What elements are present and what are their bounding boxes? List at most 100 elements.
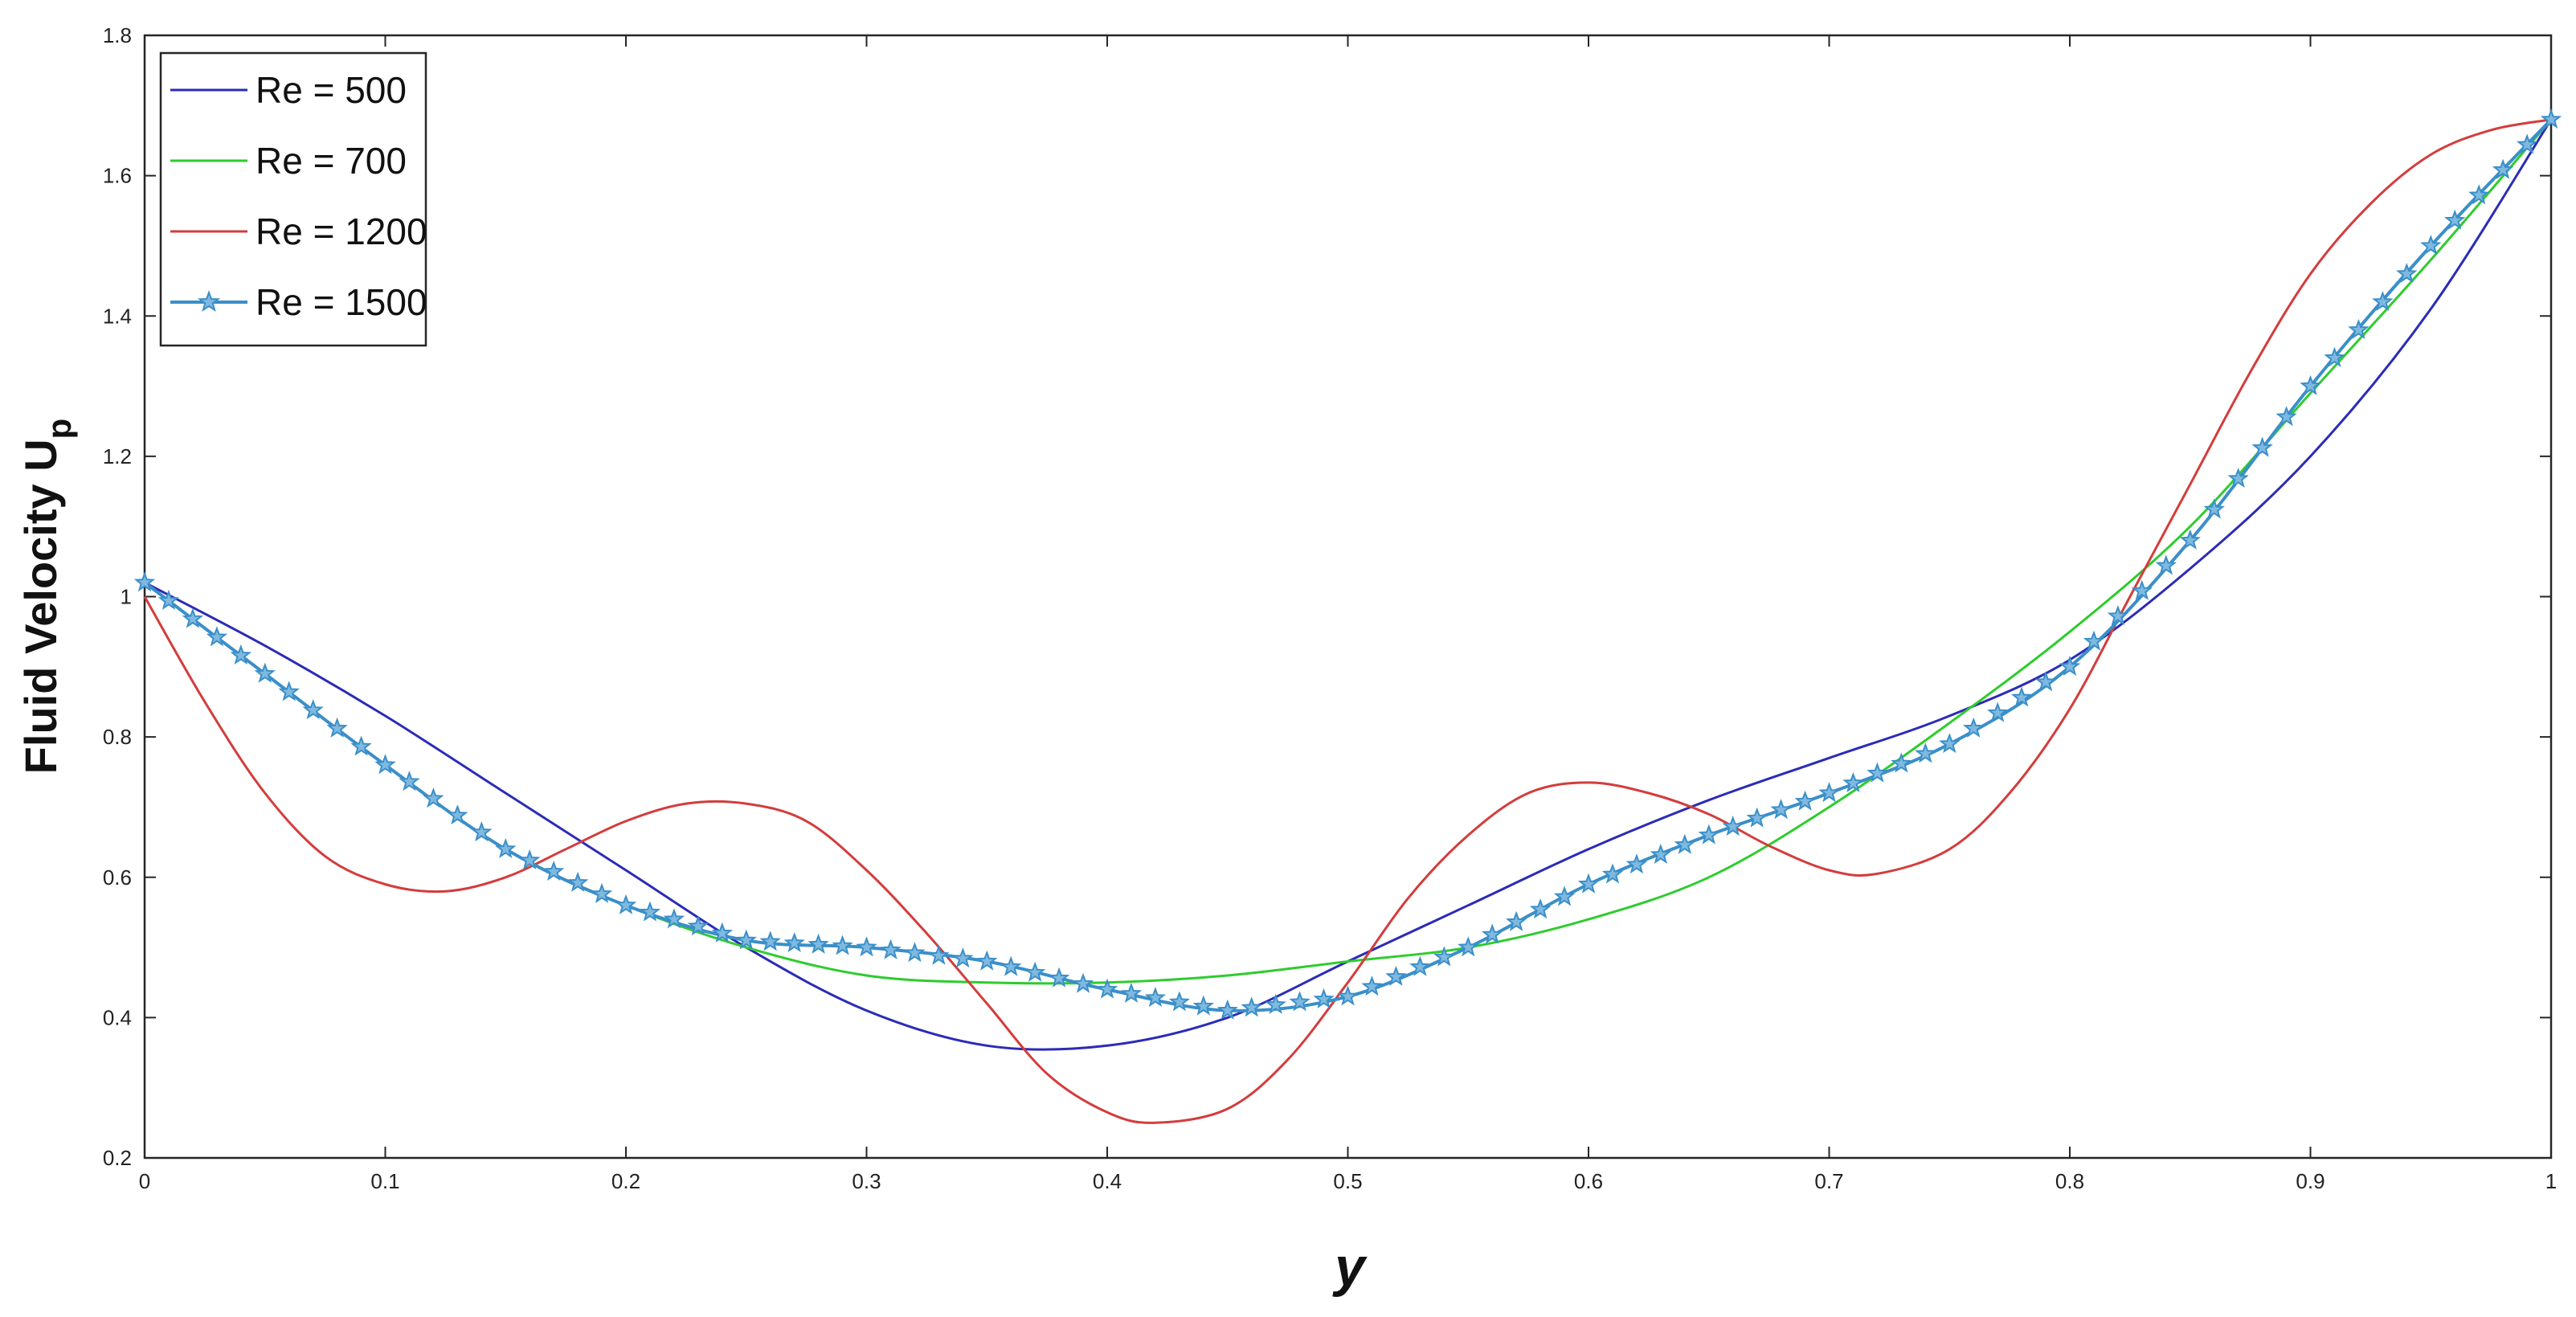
- series-marker: [2083, 630, 2105, 651]
- series-marker: [518, 849, 541, 870]
- series-marker: [2516, 133, 2538, 154]
- series-marker: [735, 929, 757, 950]
- series-marker: [2251, 436, 2273, 457]
- series-marker: [2155, 554, 2177, 575]
- series-marker: [302, 699, 324, 720]
- series-marker: [2203, 498, 2225, 519]
- series-marker: [1577, 873, 1600, 894]
- series-marker: [230, 644, 252, 665]
- legend-label: Re = 1500: [256, 281, 427, 323]
- series-marker: [1505, 910, 1527, 931]
- series-marker: [591, 882, 613, 903]
- series-layer: [133, 108, 2562, 1124]
- series-marker: [2443, 209, 2466, 230]
- series-marker: [374, 754, 396, 775]
- series-marker: [1000, 955, 1022, 976]
- series-marker: [133, 571, 156, 592]
- series-4: [133, 108, 2562, 1020]
- series-marker: [952, 947, 974, 968]
- y-axis-label-group: Fluid Velocity Up: [15, 419, 78, 775]
- series-marker: [1409, 955, 1431, 976]
- series-marker: [447, 804, 468, 825]
- series-marker: [2540, 108, 2562, 129]
- series-marker: [2059, 655, 2081, 677]
- series-marker: [2492, 158, 2514, 179]
- series-marker: [2420, 235, 2442, 256]
- legend-box: [159, 51, 427, 347]
- x-axis-label: y: [1332, 1237, 1368, 1298]
- series-marker: [1553, 885, 1576, 906]
- series-marker: [1433, 946, 1455, 967]
- series-marker: [2179, 529, 2201, 550]
- series-marker: [495, 837, 517, 859]
- series-marker: [1289, 991, 1310, 1012]
- series-marker: [2131, 579, 2153, 600]
- series-marker: [808, 933, 829, 954]
- series-marker: [471, 821, 493, 842]
- series-marker: [904, 942, 926, 963]
- y-tick-label: 1.8: [103, 23, 132, 47]
- series-marker: [1265, 993, 1286, 1014]
- y-tick-label: 1: [121, 585, 132, 609]
- x-tick-label: 0.2: [611, 1169, 640, 1193]
- series-marker: [1625, 853, 1648, 874]
- y-tick-label: 0.2: [103, 1146, 132, 1170]
- series-marker: [1698, 824, 1719, 845]
- series-marker: [711, 922, 734, 943]
- series-marker: [783, 931, 805, 953]
- series-marker: [1481, 923, 1503, 944]
- plot-area: [143, 34, 2553, 1160]
- series-marker: [687, 915, 709, 936]
- series-marker: [2275, 406, 2297, 427]
- series-marker: [2468, 184, 2490, 205]
- legend-label: Re = 500: [256, 69, 407, 111]
- series-marker: [1986, 701, 2009, 722]
- series-marker: [542, 860, 565, 881]
- series-marker: [1192, 995, 1215, 1016]
- y-axis-ticks: 0.2 0.4 0.6 0.8 1 1.2 1.4 1.6 1.8: [103, 23, 2551, 1170]
- series-marker: [278, 681, 300, 701]
- series-marker: [2107, 605, 2129, 626]
- series-marker: [326, 717, 348, 738]
- series-marker: [2300, 374, 2321, 395]
- series-marker: [1144, 987, 1167, 1008]
- series-1: [144, 118, 2553, 1051]
- series-marker: [2396, 263, 2418, 284]
- legend: Re = 500 Re = 700 Re = 1200 Re = 1500: [159, 51, 427, 347]
- legend-label: Re = 1200: [256, 211, 427, 252]
- series-marker: [1241, 996, 1262, 1017]
- series-marker: [206, 626, 228, 647]
- x-tick-label: 0.6: [1574, 1169, 1603, 1193]
- series-marker: [1794, 790, 1816, 811]
- series-marker: [1216, 999, 1238, 1020]
- series-marker: [1915, 742, 1936, 763]
- y-tick-label: 1.6: [103, 164, 132, 188]
- series-marker: [1313, 988, 1335, 1008]
- series-marker: [759, 930, 781, 951]
- x-tick-label: 0.1: [370, 1169, 399, 1193]
- series-marker: [856, 936, 877, 957]
- series-marker: [1818, 782, 1840, 803]
- x-axis-ticks: 0 0.1 0.2 0.3 0.4 0.5 0.6 0.7 0.8 0.9 1: [139, 35, 2557, 1193]
- y-tick-label: 1.4: [103, 304, 132, 328]
- series-marker: [1601, 863, 1624, 884]
- series-marker: [1458, 936, 1479, 957]
- series-marker: [399, 771, 420, 791]
- series-marker: [182, 607, 204, 628]
- series-marker: [254, 662, 276, 683]
- series-marker: [423, 787, 444, 808]
- series-marker: [157, 589, 180, 610]
- x-tick-label: 0.7: [1814, 1169, 1843, 1193]
- series-marker: [1048, 967, 1070, 988]
- series-marker: [1746, 807, 1768, 828]
- series-marker: [615, 894, 637, 914]
- series-marker: [1024, 961, 1046, 982]
- y-axis-label: Fluid Velocity U: [15, 439, 66, 774]
- series-marker: [639, 901, 661, 922]
- series-marker: [832, 935, 853, 955]
- series-marker: [1722, 816, 1744, 836]
- series-3: [143, 118, 2552, 1124]
- series-marker: [2227, 467, 2249, 489]
- series-marker: [2010, 686, 2033, 707]
